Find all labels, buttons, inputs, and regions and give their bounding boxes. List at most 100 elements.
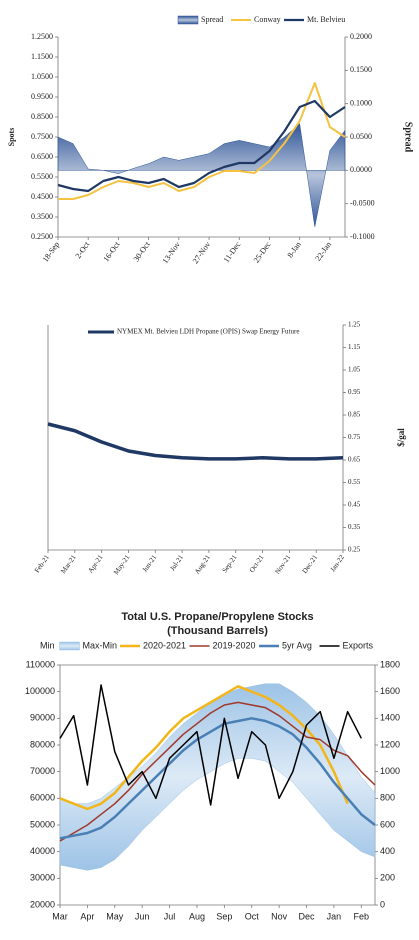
y-tick-label: 70000 bbox=[30, 766, 55, 776]
chart-title: Total U.S. Propane/Propylene Stocks bbox=[121, 611, 313, 623]
line bbox=[59, 701, 376, 842]
y2-tick-label: 0.0000 bbox=[350, 165, 372, 174]
y-tick-label: 50000 bbox=[30, 819, 55, 829]
y-tick-label: 20000 bbox=[30, 899, 55, 909]
legend-label: Mt. Belvieu bbox=[307, 15, 345, 24]
x-tick-label: 25-Dec bbox=[252, 240, 273, 265]
y-axis-label: Spots bbox=[7, 128, 16, 147]
x-tick-label: 16-Oct bbox=[101, 239, 122, 263]
area bbox=[57, 123, 346, 228]
legend-label: 5yr Avg bbox=[282, 640, 312, 650]
x-tick-label: Sep-21 bbox=[221, 553, 239, 574]
y2-tick-label: 0 bbox=[380, 899, 385, 909]
y-tick-label: 1.2500 bbox=[31, 32, 53, 41]
y2-tick-label: 1400 bbox=[380, 713, 400, 723]
x-tick-label: Jan bbox=[327, 911, 342, 921]
legend-label: Min bbox=[40, 640, 55, 650]
y-tick-label: 60000 bbox=[30, 793, 55, 803]
y-tick-label: 40000 bbox=[30, 846, 55, 856]
y2-tick-label: 0.55 bbox=[348, 478, 361, 486]
legend-label: Max-Min bbox=[83, 640, 118, 650]
y2-tick-label: 0.1000 bbox=[350, 98, 372, 107]
line bbox=[59, 717, 376, 840]
x-tick-label: 22-Jan bbox=[313, 240, 333, 263]
y2-tick-label: -0.0500 bbox=[350, 198, 375, 207]
line bbox=[57, 99, 346, 193]
x-tick-label: Nov bbox=[271, 911, 288, 921]
y2-axis-label: Spread bbox=[403, 122, 414, 153]
y-tick-label: 0.3500 bbox=[31, 212, 53, 221]
line bbox=[59, 685, 349, 811]
x-tick-label: 8-Jan bbox=[286, 240, 303, 259]
y2-tick-label: -0.1000 bbox=[350, 232, 375, 241]
x-tick-label: Nov-21 bbox=[273, 553, 292, 576]
legend-label: 2020-2021 bbox=[143, 640, 186, 650]
y-tick-label: 0.2500 bbox=[31, 232, 53, 241]
x-tick-label: Apr bbox=[80, 911, 94, 921]
x-tick-label: Dec bbox=[299, 911, 316, 921]
x-tick-label: Feb-21 bbox=[33, 553, 51, 574]
y-tick-label: 1.1500 bbox=[31, 52, 53, 61]
x-tick-label: Apr-21 bbox=[87, 553, 105, 574]
x-tick-label: May bbox=[106, 911, 124, 921]
y2-tick-label: 0.35 bbox=[348, 523, 361, 531]
y2-tick-label: 1000 bbox=[380, 766, 400, 776]
x-tick-label: May-21 bbox=[112, 553, 132, 576]
x-tick-label: 2-Oct bbox=[74, 239, 92, 260]
y2-axis-label: $/gal bbox=[396, 428, 406, 447]
y2-tick-label: 1200 bbox=[380, 739, 400, 749]
chart-subtitle: (Thousand Barrels) bbox=[167, 625, 268, 637]
y2-tick-label: 0.2000 bbox=[350, 32, 372, 41]
x-tick-label: Jul-21 bbox=[168, 553, 185, 572]
x-tick-label: Sep bbox=[216, 911, 232, 921]
line bbox=[58, 82, 346, 200]
y-tick-label: 1.0500 bbox=[31, 72, 53, 81]
y2-tick-label: 0.75 bbox=[348, 433, 361, 441]
y2-tick-label: 0.0500 bbox=[350, 132, 372, 141]
legend-label: Spread bbox=[201, 15, 223, 24]
y2-tick-label: 600 bbox=[380, 819, 395, 829]
x-tick-label: Jul bbox=[164, 911, 176, 921]
x-tick-label: 30-Oct bbox=[132, 239, 153, 263]
y-tick-label: 0.6500 bbox=[31, 152, 53, 161]
y2-tick-label: 0.1500 bbox=[350, 65, 372, 74]
y2-tick-label: 1.05 bbox=[348, 366, 361, 374]
y-tick-label: 0.5500 bbox=[31, 172, 53, 181]
y2-tick-label: 0.65 bbox=[348, 456, 361, 464]
legend-label: Conway bbox=[254, 15, 281, 24]
y2-tick-label: 1600 bbox=[380, 686, 400, 696]
y-tick-label: 0.7500 bbox=[31, 132, 53, 141]
line bbox=[47, 422, 344, 461]
x-tick-label: Mar bbox=[52, 911, 68, 921]
y2-tick-label: 1.25 bbox=[348, 321, 361, 329]
y2-tick-label: 0.95 bbox=[348, 388, 361, 396]
legend-swatch bbox=[177, 15, 199, 25]
y2-tick-label: 0.45 bbox=[348, 501, 361, 509]
x-tick-label: 27-Nov bbox=[191, 240, 212, 265]
y2-tick-label: 0.85 bbox=[348, 411, 361, 419]
x-tick-label: Dec-21 bbox=[301, 553, 320, 575]
x-tick-label: Oct-21 bbox=[248, 553, 266, 574]
x-tick-label: 18-Sep bbox=[41, 240, 61, 264]
x-tick-label: Aug-21 bbox=[193, 553, 212, 576]
y-tick-label: 0.8500 bbox=[31, 112, 53, 121]
x-tick-label: Jun bbox=[135, 911, 150, 921]
x-tick-label: Oct bbox=[245, 911, 260, 921]
y-tick-label: 100000 bbox=[25, 686, 55, 696]
y2-tick-label: 1800 bbox=[380, 659, 400, 669]
y2-tick-label: 1.15 bbox=[348, 343, 361, 351]
x-tick-label: Jun-21 bbox=[141, 553, 159, 574]
x-tick-label: Feb bbox=[354, 911, 370, 921]
y2-tick-label: 800 bbox=[380, 793, 395, 803]
y2-tick-label: 400 bbox=[380, 846, 395, 856]
y-tick-label: 90000 bbox=[30, 713, 55, 723]
x-tick-label: Jan-22 bbox=[329, 553, 347, 573]
x-tick-label: 13-Nov bbox=[161, 240, 182, 265]
y-tick-label: 30000 bbox=[30, 873, 55, 883]
x-tick-label: 11-Dec bbox=[222, 240, 243, 265]
legend-label: NYMEX Mt. Belvieu LDH Propane (OPIS) Swa… bbox=[117, 328, 299, 336]
y-tick-label: 0.9500 bbox=[31, 92, 53, 101]
y2-tick-label: 0.25 bbox=[348, 546, 361, 554]
y-tick-label: 0.4500 bbox=[31, 192, 53, 201]
